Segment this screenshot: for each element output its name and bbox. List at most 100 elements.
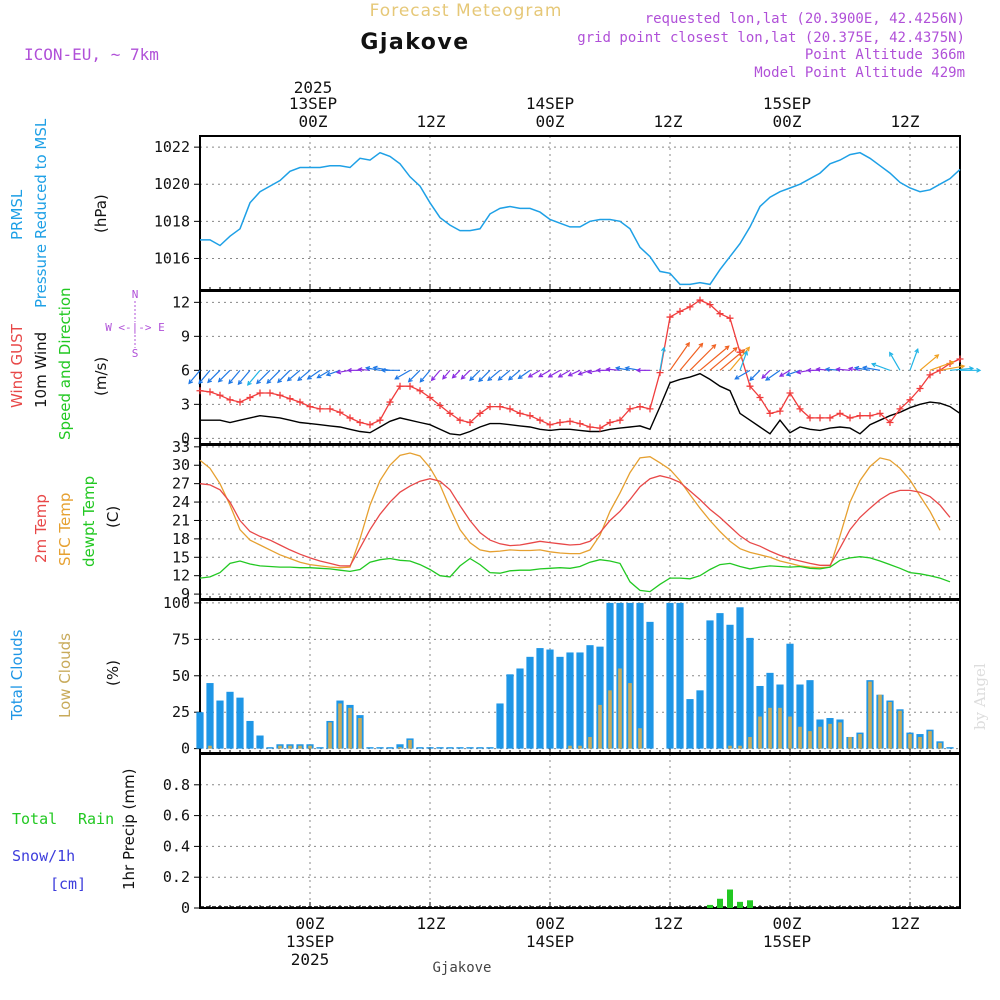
low-cloud-bar <box>808 731 812 749</box>
wind-direction-arrowhead <box>430 376 436 382</box>
gust-marker <box>926 371 934 379</box>
wind-direction-arrow <box>779 369 791 377</box>
gust-marker <box>356 418 364 426</box>
gust-marker <box>746 382 754 390</box>
compass-we: W <-|-> E <box>105 321 165 334</box>
low-cloud-bar <box>588 736 592 749</box>
low-cloud-bar <box>208 745 212 749</box>
wind-direction-arrow <box>909 348 919 371</box>
gust-marker <box>526 412 534 420</box>
gust-marker <box>326 405 334 413</box>
gust-marker <box>616 416 624 424</box>
temp-label-sfc: SFC Temp <box>56 493 74 566</box>
total-cloud-bar <box>666 602 674 749</box>
gust-marker <box>666 313 674 321</box>
wind-direction-arrow <box>765 369 781 381</box>
wind-direction-arrowhead <box>765 376 771 381</box>
wind-direction-arrow <box>307 369 321 380</box>
precipitation-ytick-label-1: 0.2 <box>163 868 190 886</box>
gust-marker <box>436 401 444 409</box>
rain-bar <box>747 900 753 908</box>
gust-marker <box>566 417 574 425</box>
gust-marker <box>416 387 424 395</box>
pressure-ytick-label-1: 1018 <box>154 212 190 230</box>
precipitation-ytick-label-0: 0 <box>181 899 190 917</box>
wind-direction-arrow <box>277 369 291 383</box>
total-cloud-bar <box>736 607 744 749</box>
total-cloud-bar <box>396 744 404 749</box>
bottom-date-5: 15SEP <box>763 932 811 951</box>
gust-marker <box>706 301 714 309</box>
wind-direction-arrow <box>237 369 251 385</box>
requested-coords: requested lon,lat (20.3900E, 42.4256N) <box>645 11 965 27</box>
low-cloud-bar <box>398 747 402 749</box>
wind-gust-line <box>199 299 961 429</box>
compass-n: N <box>132 288 139 301</box>
total-cloud-bar <box>476 747 484 749</box>
top-hour-6: 12Z <box>891 112 920 131</box>
gust-marker <box>606 418 614 426</box>
total-cloud-bar <box>716 613 724 749</box>
gust-marker <box>196 387 204 395</box>
total-cloud-bar <box>316 747 324 749</box>
wind-direction-arrowhead <box>517 374 523 380</box>
gust-marker <box>306 403 314 411</box>
temperature-ytick-label-4: 21 <box>172 511 190 529</box>
low-cloud-bar <box>568 745 572 749</box>
wind-direction-arrowhead <box>419 377 425 383</box>
wind-direction-arrowhead <box>960 364 966 370</box>
wind-direction-arrow <box>408 369 421 383</box>
low-cloud-bar <box>838 722 842 749</box>
wind-direction-arrowhead <box>277 378 282 384</box>
gust-marker <box>426 394 434 402</box>
rain-bar <box>737 901 743 908</box>
low-cloud-bar <box>898 710 902 749</box>
wind-direction-arrowhead <box>795 369 802 375</box>
top-date-3: 14SEP <box>526 94 574 113</box>
total-cloud-bar <box>706 620 714 749</box>
gust-marker <box>856 412 864 420</box>
wind-direction-arrow <box>256 369 271 384</box>
gust-marker <box>226 396 234 404</box>
gust-marker <box>516 409 524 417</box>
low-cloud-bar <box>878 694 882 749</box>
low-cloud-bar <box>738 745 742 749</box>
clouds-ytick-label-0: 0 <box>181 740 190 758</box>
grid-point-coords: grid point closest lon,lat (20.375E, 42.… <box>577 30 965 46</box>
precipitation-ytick-label-4: 0.8 <box>163 776 190 794</box>
rain-bar <box>717 898 723 908</box>
wind-direction-arrowhead <box>586 369 593 375</box>
wind-direction-arrowhead <box>394 375 400 380</box>
wind-direction-arrowhead <box>815 367 821 372</box>
wind-direction-arrow <box>863 366 881 371</box>
low-cloud-bar <box>818 726 822 749</box>
total-cloud-bar <box>436 747 444 749</box>
subtitle: Forecast Meteogram <box>370 1 563 21</box>
wind-direction-arrowhead <box>538 372 544 378</box>
wind-direction-arrowhead <box>847 366 854 372</box>
wind-direction-arrowhead <box>567 372 573 377</box>
wind-direction-arrowhead <box>698 342 704 348</box>
wind-direction-arrow <box>394 369 411 380</box>
panel-clouds: 0 25 50 75 100 <box>163 594 961 758</box>
wind-direction-arrow <box>729 346 750 371</box>
wind-direction-arrow <box>431 369 441 381</box>
low-cloud-bar <box>638 728 642 749</box>
wind-direction-arrow <box>761 369 771 379</box>
wind-direction-arrowhead <box>824 366 830 372</box>
wind-direction-arrowhead <box>934 354 940 359</box>
wind-direction-arrow <box>734 369 751 380</box>
top-hour-2: 12Z <box>417 112 446 131</box>
wind-direction-arrowhead <box>949 360 955 366</box>
wind-direction-arrow <box>659 347 665 371</box>
total-cloud-bar <box>536 648 544 749</box>
wind-direction-arrowhead <box>335 369 342 375</box>
precip-label-rain: Rain <box>78 810 114 828</box>
wind-direction-arrowhead <box>547 373 553 378</box>
gust-marker <box>546 421 554 429</box>
wind-direction-arrowhead <box>835 367 841 372</box>
total-cloud-bar <box>526 656 534 749</box>
low-cloud-bar <box>748 736 752 749</box>
wind-direction-arrow <box>538 369 551 378</box>
gust-marker <box>206 388 214 396</box>
